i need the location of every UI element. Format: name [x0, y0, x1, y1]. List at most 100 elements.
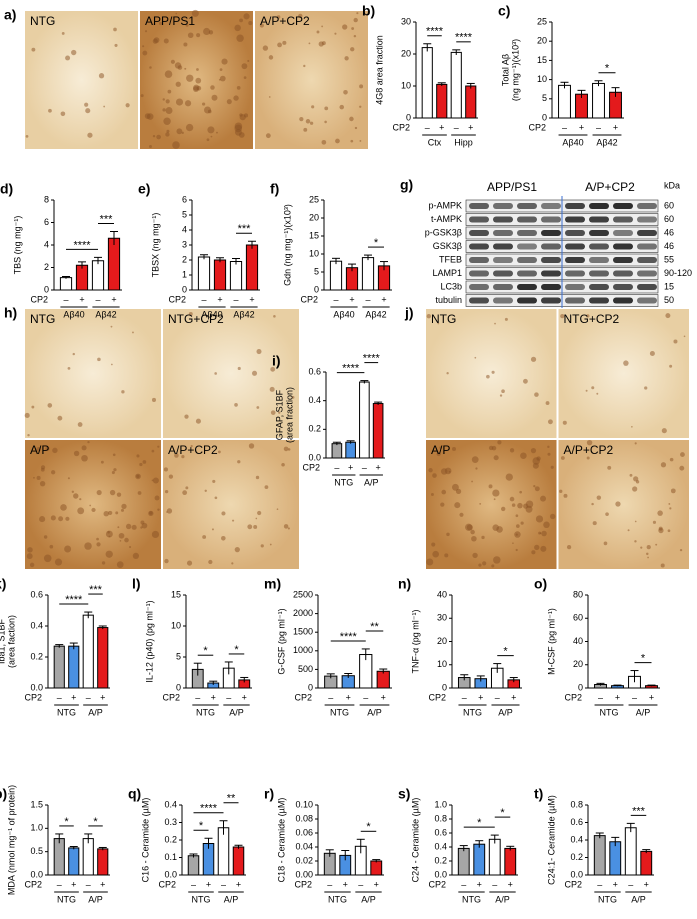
stain: [634, 442, 637, 445]
stain: [164, 489, 169, 494]
blot-band: [637, 243, 657, 250]
stain: [255, 517, 258, 520]
bar: [592, 82, 605, 119]
bar: [107, 237, 121, 291]
stain: [549, 513, 556, 520]
blot-band: [565, 297, 585, 304]
stain: [113, 468, 117, 472]
y-tick-label: 6: [182, 194, 187, 204]
stain: [512, 542, 514, 544]
x-tick-label: +: [71, 692, 76, 702]
stain: [45, 446, 50, 451]
stain: [505, 473, 513, 481]
stain: [269, 543, 272, 546]
stain: [287, 448, 291, 451]
stain: [591, 502, 594, 506]
stain: [96, 537, 99, 541]
panel-label: q): [128, 786, 141, 802]
y-tick-label: 20: [309, 212, 319, 222]
error-bar: [55, 833, 64, 844]
stain: [268, 96, 271, 98]
stain: [257, 510, 262, 516]
x-tick-label: –: [365, 294, 370, 304]
error-bar: [626, 822, 635, 833]
bar: [59, 277, 73, 291]
y-tick-label: 0.6: [434, 827, 447, 837]
stain: [255, 475, 260, 480]
y-tick-label: 0.00: [295, 869, 313, 879]
blot-band: [469, 203, 489, 209]
y-tick-label: 0.3: [164, 817, 177, 827]
stain: [156, 134, 161, 140]
stain: [519, 490, 523, 494]
x-tick-label: –: [632, 692, 637, 702]
error-bar: [475, 840, 484, 848]
stain: [515, 514, 519, 518]
error-bar: [69, 642, 78, 650]
x-tick-label: +: [206, 879, 211, 889]
error-bar: [613, 684, 622, 687]
error-bar: [189, 853, 198, 858]
stain: [85, 108, 91, 114]
blot-band: [589, 230, 609, 236]
stain: [440, 502, 445, 507]
stain: [81, 454, 88, 462]
bar: [97, 627, 109, 689]
error-bar: [98, 846, 107, 851]
stain: [534, 392, 539, 397]
stain: [501, 389, 505, 394]
stain: [334, 32, 337, 35]
stain: [516, 524, 520, 528]
stain: [234, 122, 243, 131]
bar: [436, 83, 448, 119]
stain: [432, 550, 439, 558]
group-label: A/P: [631, 894, 646, 904]
stain: [121, 390, 125, 394]
x-tick-label: +: [468, 122, 473, 132]
error-bar: [493, 663, 502, 673]
group-label: A/P: [498, 707, 513, 717]
significance-label: *: [641, 652, 646, 664]
stain: [112, 453, 116, 457]
error-bar: [55, 644, 64, 648]
y-tick-label: 20: [437, 636, 447, 646]
significance-label: ****: [200, 803, 218, 815]
panel-label: e): [138, 181, 150, 197]
blot-kda: 60: [664, 214, 674, 224]
micrograph-label: A/P+CP2: [564, 443, 614, 457]
stain: [547, 445, 550, 449]
stain: [243, 13, 250, 20]
stain: [431, 542, 436, 547]
panel-label: t): [534, 786, 543, 802]
stain: [432, 473, 437, 478]
stain: [36, 446, 42, 452]
stain: [344, 56, 349, 61]
stain: [175, 81, 181, 87]
micrograph: [255, 11, 368, 149]
y-tick-label: 0.2: [164, 834, 177, 844]
x-tick-label: +: [381, 692, 386, 702]
blot-band: [589, 297, 609, 304]
stain: [520, 452, 527, 459]
stain: [660, 462, 667, 468]
y-axis-label: (area faction): [6, 615, 16, 668]
stain: [36, 475, 41, 480]
stain: [176, 128, 183, 135]
blot-band: [493, 216, 513, 223]
stain: [260, 544, 264, 548]
stain: [633, 476, 639, 482]
error-bar: [232, 258, 240, 265]
y-tick-label: 0.10: [295, 799, 313, 809]
stain: [494, 322, 496, 325]
stain: [439, 446, 443, 449]
stain: [196, 33, 201, 38]
error-bar: [611, 836, 620, 847]
y-tick-label: 0.0: [308, 452, 321, 462]
blot-band: [565, 257, 585, 263]
stain: [119, 540, 122, 542]
stain: [515, 548, 518, 552]
stain: [474, 356, 477, 359]
stain: [48, 108, 52, 113]
x-tick-label: +: [100, 692, 105, 702]
y-tick-label: 0.4: [164, 799, 177, 809]
